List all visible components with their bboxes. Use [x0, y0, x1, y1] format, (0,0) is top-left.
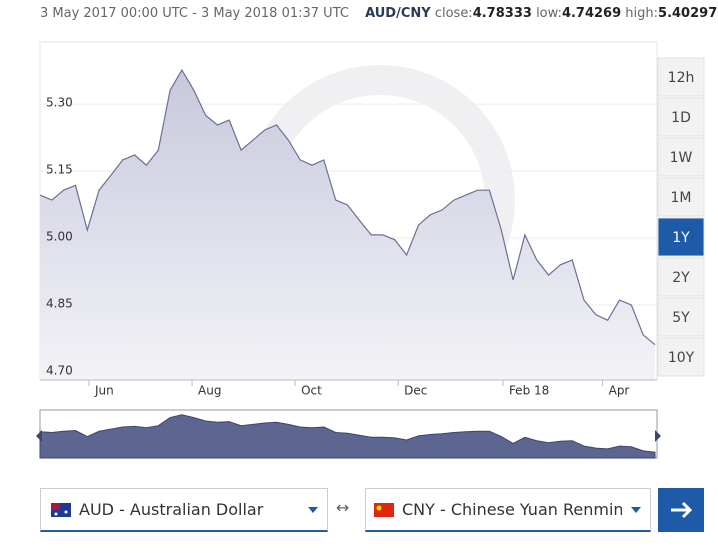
close-value: 4.78333	[472, 6, 532, 21]
from-currency: AUD - Australian Dollar	[79, 500, 264, 519]
nav-handle[interactable]	[36, 430, 42, 442]
from-select[interactable]: AUD - Australian Dollar	[40, 488, 328, 532]
range-label: 1D	[671, 110, 691, 126]
low-value: 4.74269	[561, 6, 622, 21]
dropdown-arrow	[308, 506, 318, 513]
close-label: close:	[434, 6, 473, 21]
range-button[interactable]	[657, 177, 705, 217]
range-button[interactable]	[657, 137, 705, 177]
flag-au	[51, 502, 71, 517]
pair: AUD/CNY	[365, 6, 431, 21]
range-label: 10Y	[668, 350, 695, 366]
range-button[interactable]	[657, 257, 705, 297]
y-tick-label: 5.00	[46, 230, 73, 244]
range-button[interactable]	[657, 297, 705, 337]
to-select[interactable]: CNY - Chinese Yuan Renminbi	[365, 488, 651, 532]
range-label: 5Y	[672, 310, 690, 326]
nav-area	[39, 414, 656, 459]
nav-handle[interactable]	[655, 430, 661, 442]
y-tick-label: 4.70	[46, 363, 73, 377]
area	[40, 70, 655, 380]
range-label: 12h	[668, 70, 695, 86]
low-label: low:	[536, 6, 562, 21]
y-tick-label: 5.15	[46, 163, 73, 177]
range-button[interactable]	[657, 97, 705, 137]
x-tick-label: Apr	[609, 384, 630, 398]
range-label: 1Y	[672, 230, 690, 246]
x-tick-label: Aug	[198, 384, 221, 398]
high-value: 5.40297	[658, 6, 718, 21]
range-button[interactable]	[657, 57, 705, 97]
date-range: 3 May 2017 00:00 UTC - 3 May 2018 01:37 …	[40, 6, 349, 21]
line	[39, 68, 656, 346]
dropdown-arrow	[631, 506, 641, 513]
range-button[interactable]	[657, 217, 705, 257]
range-label: 1M	[671, 190, 692, 206]
swap[interactable]: ↔	[336, 498, 350, 517]
header: 3 May 2017 00:00 UTC - 3 May 2018 01:37 …	[40, 6, 717, 21]
x-tick-label: Dec	[404, 384, 427, 398]
range-button[interactable]	[657, 337, 705, 377]
x-tick-label: Jun	[94, 384, 114, 398]
y-tick-label: 4.85	[46, 296, 73, 310]
high-label: high:	[625, 6, 659, 21]
x-tick-label: Feb 18	[509, 384, 549, 398]
x-tick-label: Oct	[301, 384, 322, 398]
range-label: 1W	[670, 150, 693, 166]
y-tick-label: 5.30	[46, 96, 73, 110]
go-arrow	[671, 501, 693, 519]
to-currency: CNY - Chinese Yuan Renminbi	[402, 500, 622, 519]
range-label: 2Y	[672, 270, 690, 286]
flag-cn	[374, 502, 394, 517]
